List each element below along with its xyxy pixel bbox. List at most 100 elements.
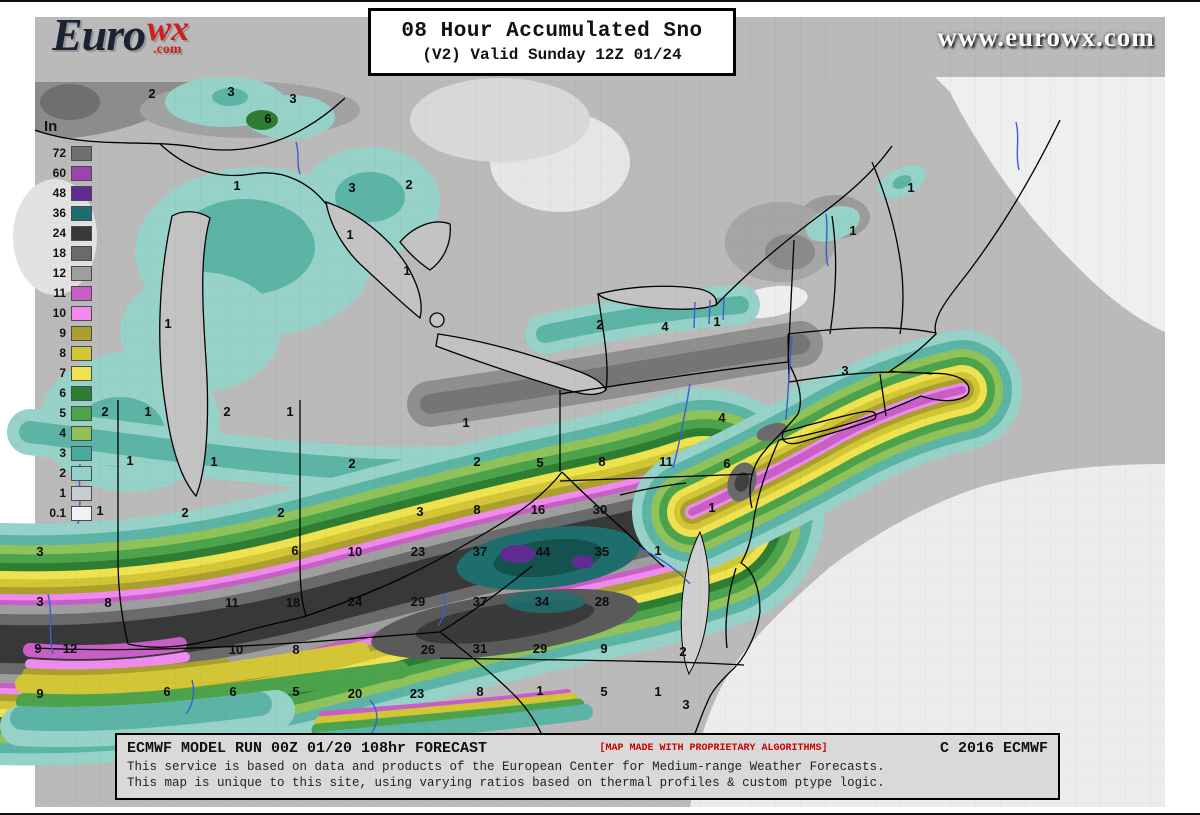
snow-value-label: 3 [227,84,234,99]
legend-color-chip [71,205,92,221]
snow-value-label: 1 [233,178,240,193]
snow-value-label: 1 [210,454,217,469]
snow-value-label: 6 [723,456,730,471]
legend-entry: 11 [40,283,92,303]
snow-value-label: 28 [595,594,609,609]
legend-value: 60 [52,166,66,180]
legend-color-chip [71,265,92,281]
snow-value-label: 2 [596,317,603,332]
legend-color-chip [71,505,92,521]
legend-value: 3 [59,446,66,460]
snow-value-label: 1 [144,404,151,419]
legend-value: 18 [52,246,66,260]
legend-entry: 36 [40,203,92,223]
legend-entry: 48 [40,183,92,203]
rivers [47,121,1020,735]
snow-value-label: 23 [410,686,424,701]
legend-value: 9 [59,326,66,340]
copyright-label: C 2016 ECMWF [939,740,1048,757]
snow-value-label: 8 [104,595,111,610]
legend-color-chip [71,165,92,181]
legend-value: 12 [52,266,66,280]
snow-value-label: 26 [421,642,435,657]
snow-value-label: 3 [36,594,43,609]
snow-value-label: 2 [148,86,155,101]
snow-value-label: 16 [531,502,545,517]
map-valid-time: (V2) Valid Sunday 12Z 01/24 [422,46,682,64]
snow-value-label: 18 [286,595,300,610]
disclaimer-line1: This service is based on data and produc… [127,760,885,774]
logo-text-com: .com [153,42,182,58]
snow-value-label: 1 [96,503,103,518]
snow-value-label: 31 [473,641,487,656]
snow-value-label: 2 [223,404,230,419]
legend-value: 1 [59,486,66,500]
legend-value: 72 [52,146,66,160]
legend-scale: 72 60 48 36 24 18 12 11 10 9 8 7 6 5 4 3 2 1 0.1 [40,143,92,523]
snow-value-label: 9 [600,641,607,656]
snow-value-label: 6 [264,111,271,126]
logo-wx-stack: wx .com [147,10,189,58]
legend-color-chip [71,325,92,341]
snow-value-label: 9 [36,686,43,701]
legend-color-chip [71,285,92,301]
snow-value-label: 29 [411,594,425,609]
legend-value: 8 [59,346,66,360]
snow-value-label: 8 [473,502,480,517]
snow-value-label: 20 [348,686,362,701]
legend-color-chip [71,345,92,361]
legend-color-chip [71,245,92,261]
map-title: 08 Hour Accumulated Sno [401,20,703,43]
snow-value-label: 3 [416,504,423,519]
legend-entry: 24 [40,223,92,243]
snow-value-label: 37 [473,594,487,609]
footer-info-box: ECMWF MODEL RUN 00Z 01/20 108hr FORECAST… [115,733,1060,800]
model-run-label: ECMWF MODEL RUN 00Z 01/20 108hr FORECAST [127,740,488,757]
snow-value-label: 35 [595,544,609,559]
legend-entry: 4 [40,423,92,443]
snow-value-label: 3 [841,363,848,378]
snow-value-label: 10 [348,544,362,559]
snow-value-label: 2 [679,644,686,659]
snow-value-label: 1 [654,684,661,699]
legend-value: 10 [52,306,66,320]
legend-color-chip [71,385,92,401]
snow-value-label: 4 [718,410,726,425]
legend-entry: 6 [40,383,92,403]
legend-value: 4 [59,426,66,440]
snow-value-label: 5 [600,684,607,699]
snow-value-label: 1 [907,180,914,195]
legend-value: 5 [59,406,66,420]
snow-value-label: 8 [292,642,299,657]
snow-value-label: 44 [536,544,551,559]
snow-value-label: 1 [462,415,469,430]
snow-legend: In 72 60 48 36 24 18 12 11 10 9 8 7 6 5 4 3 2 1 0.1 [40,118,92,523]
snow-value-label: 3 [36,544,43,559]
legend-color-chip [71,305,92,321]
snow-value-label: 3 [289,91,296,106]
legend-entry: 7 [40,363,92,383]
watermark-label: [MAP MADE WITH PROPRIETARY ALGORITHMS] [599,743,828,754]
legend-entry: 1 [40,483,92,503]
snow-value-label: 11 [225,595,239,610]
snow-value-label: 29 [533,641,547,656]
snow-value-label: 2 [348,456,355,471]
snow-value-label: 2 [473,454,480,469]
snow-value-label: 2 [405,177,412,192]
legend-entry: 60 [40,163,92,183]
snow-value-label: 1 [536,683,543,698]
legend-entry: 12 [40,263,92,283]
legend-color-chip [71,425,92,441]
legend-entry: 2 [40,463,92,483]
snow-value-label: 1 [713,314,720,329]
legend-color-chip [71,145,92,161]
snow-value-label: 1 [654,543,661,558]
snow-value-label: 5 [292,684,299,699]
snow-value-label: 1 [708,500,715,515]
snow-value-label: 1 [346,227,353,242]
snow-value-label: 4 [661,319,669,334]
legend-entry: 8 [40,343,92,363]
